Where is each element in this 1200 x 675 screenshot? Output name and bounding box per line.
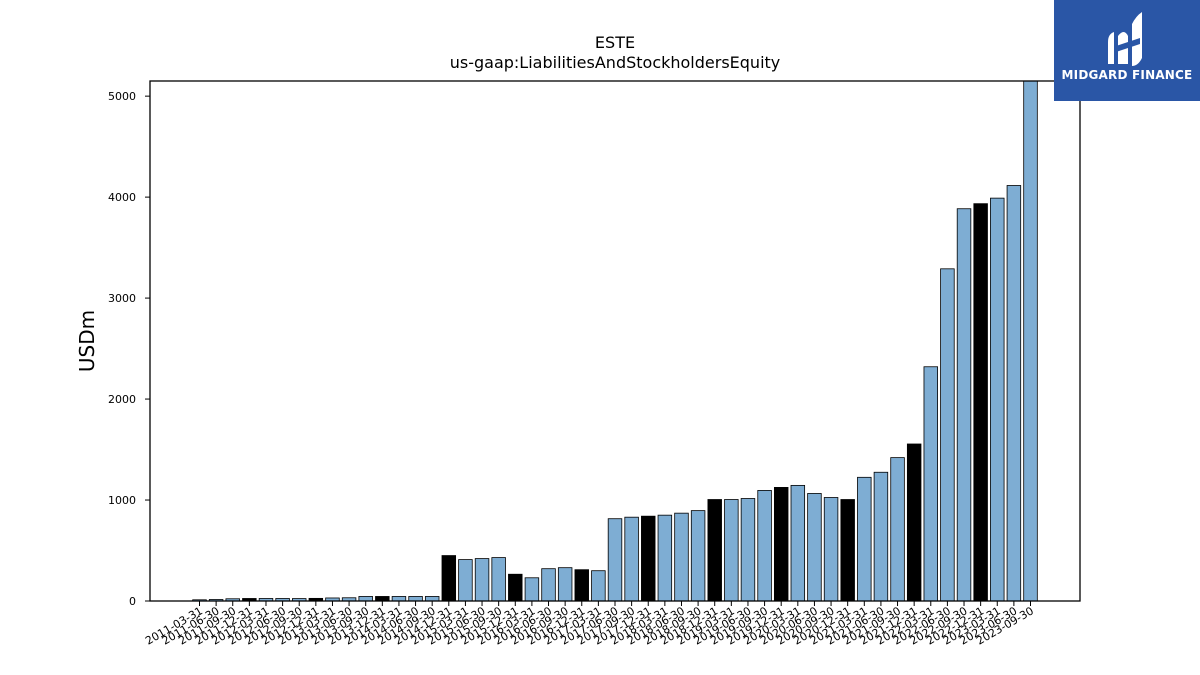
y-axis-label: USDm: [75, 310, 99, 372]
bar-2021-09-30: [890, 457, 905, 602]
bar-2020-06-30: [807, 493, 822, 602]
mf-monogram-icon: [1108, 12, 1142, 66]
bar-2019-09-30: [757, 490, 772, 602]
bar-2015-09-30: [491, 557, 506, 602]
bar-series: [192, 80, 1038, 602]
bar-2015-03-31: [458, 559, 473, 602]
bar-2020-12-31: [840, 499, 855, 602]
bar-2019-03-31: [724, 499, 739, 602]
bar-2018-09-30: [690, 510, 706, 602]
bar-2014-03-31: [391, 596, 407, 602]
bar-2014-09-30: [424, 596, 440, 602]
y-tick-label: 2000: [108, 393, 136, 406]
chart-subtitle: us-gaap:LiabilitiesAndStockholdersEquity: [450, 53, 781, 72]
chart-title: ESTE: [595, 33, 635, 52]
bar-2022-03-31: [923, 366, 938, 602]
y-tick-label: 3000: [108, 292, 136, 305]
bar-2015-06-30: [474, 558, 490, 602]
bar-2020-09-30: [823, 497, 839, 602]
y-tick-label: 5000: [108, 90, 136, 103]
bar-2018-03-31: [657, 514, 673, 602]
bar-2019-12-31: [773, 487, 789, 602]
bar-2017-06-30: [607, 518, 623, 602]
bar-2013-12-31: [375, 596, 390, 602]
bar-2016-12-31: [574, 569, 589, 602]
bar-2023-09-30: [1023, 80, 1038, 602]
x-axis: 2011-03-312011-06-302011-09-302011-12-31…: [143, 601, 1036, 648]
y-tick-label: 4000: [108, 191, 136, 204]
y-axis: 0 1000 2000 3000 4000 5000: [108, 90, 150, 608]
bar-2022-09-30: [956, 208, 972, 602]
bar-2022-06-30: [940, 268, 955, 602]
bar-2019-06-30: [740, 498, 756, 602]
bar-2014-12-31: [441, 555, 457, 602]
bar-2018-06-30: [674, 512, 689, 602]
bar-2016-09-30: [557, 567, 573, 602]
brand-name: MIDGARD FINANCE: [1061, 68, 1193, 82]
bar-2013-09-30: [358, 596, 373, 602]
brand-logo: MIDGARD FINANCE: [1054, 0, 1200, 101]
bar-2018-12-31: [707, 499, 722, 602]
bar-2023-03-31: [990, 197, 1005, 602]
y-tick-label: 0: [129, 595, 136, 608]
bar-2020-03-31: [790, 484, 806, 602]
bar-2017-09-30: [624, 516, 639, 602]
bar-2017-03-31: [591, 570, 606, 602]
bar-2017-12-31: [641, 515, 656, 602]
y-tick-label: 1000: [108, 494, 136, 507]
bar-2016-03-31: [524, 577, 540, 602]
bar-2014-06-30: [408, 596, 423, 602]
bar-2016-06-30: [541, 568, 556, 602]
bar-2015-12-31: [508, 573, 523, 602]
bar-2022-12-31: [973, 203, 988, 602]
bar-2021-12-31: [906, 443, 922, 602]
bar-2023-06-30: [1006, 185, 1022, 602]
bar-2021-03-31: [857, 476, 872, 602]
bar-2021-06-30: [873, 471, 889, 602]
plot-frame: [149, 80, 1081, 602]
